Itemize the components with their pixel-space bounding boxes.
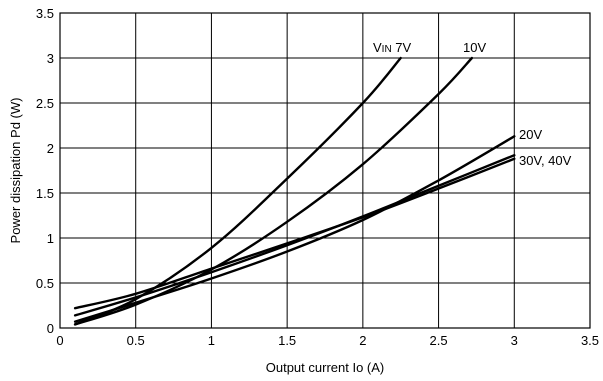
x-tick-label: 0.5 (127, 333, 145, 348)
x-tick-label: 3.5 (581, 333, 599, 348)
x-tick-label: 1.5 (278, 333, 296, 348)
y-tick-label: 2 (47, 141, 54, 156)
series-label: VIN 7V (373, 40, 412, 55)
x-tick-label: 2 (359, 333, 366, 348)
series-line-20v (73, 135, 516, 323)
x-axis-label: Output current Io (A) (266, 360, 385, 375)
grid (59, 12, 591, 329)
series-label: 10V (463, 40, 486, 55)
x-tick-label: 1 (208, 333, 215, 348)
series-label: 30V, 40V (519, 153, 572, 168)
series-line-vin-7v (73, 56, 402, 326)
y-tick-label: 3.5 (36, 6, 54, 21)
y-tick-label: 1 (47, 231, 54, 246)
series-line-30v (73, 154, 516, 317)
y-tick-label: 0.5 (36, 276, 54, 291)
x-tick-label: 3 (511, 333, 518, 348)
y-tick-label: 1.5 (36, 186, 54, 201)
series-label: 20V (519, 127, 542, 142)
plot-frame (59, 12, 591, 329)
y-tick-label: 0 (47, 321, 54, 336)
series-line-10v (73, 56, 474, 326)
x-tick-label: 0 (56, 333, 63, 348)
y-axis-label: Power dissipation Pd (W) (8, 98, 23, 244)
x-tick-label: 2.5 (430, 333, 448, 348)
y-tick-label: 2.5 (36, 96, 54, 111)
tick-labels: 0 0.5 1 1.5 2 2.5 3 3.5 0 0.5 1 1.5 2 2.5 3 3.5 (36, 6, 599, 348)
series-line-40v (73, 157, 516, 310)
y-tick-label: 3 (47, 51, 54, 66)
series-labels: VIN 7V 10V 20V 30V, 40V (373, 40, 572, 168)
series-lines (73, 56, 516, 326)
